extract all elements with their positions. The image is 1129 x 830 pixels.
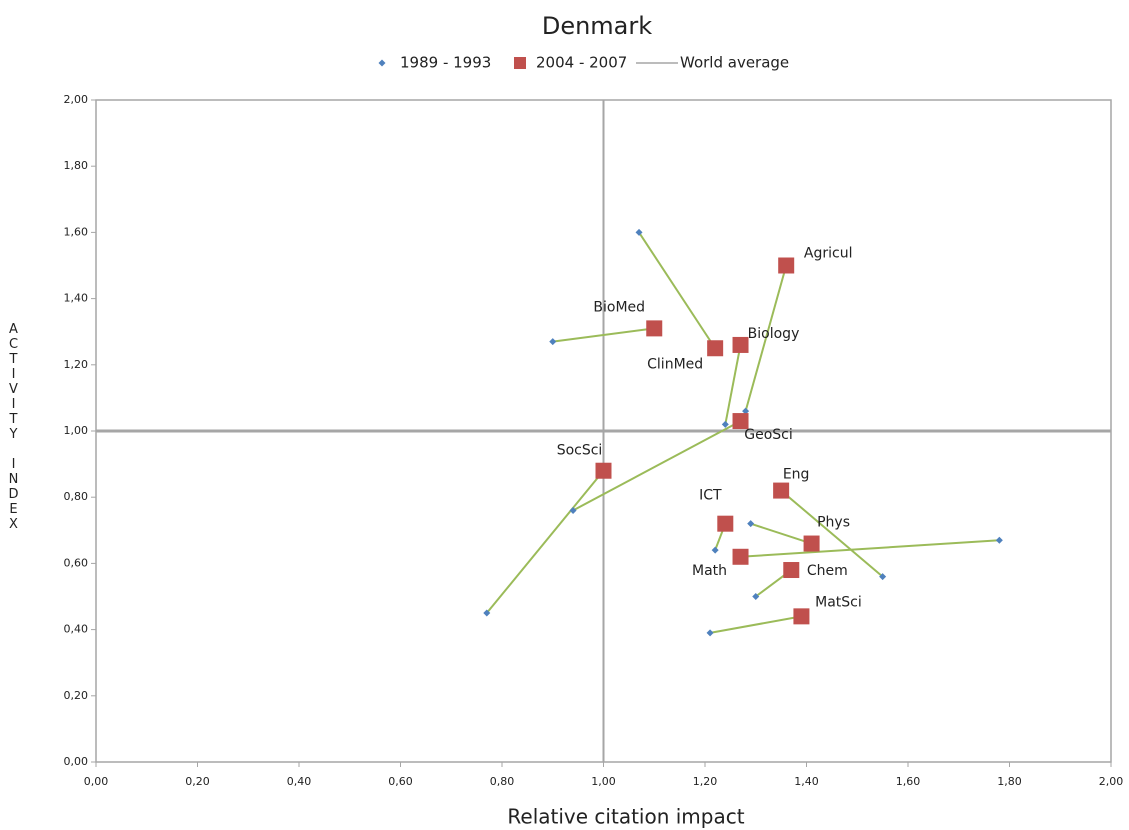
- x-tick-label: 1,60: [896, 775, 921, 788]
- point-label: Phys: [817, 515, 850, 531]
- point: [732, 413, 749, 430]
- y-tick-label: 2,00: [64, 93, 89, 106]
- point: [995, 536, 1003, 544]
- y-axis-title: ACTIVITY INDEX: [6, 322, 21, 532]
- y-tick-label: 0,80: [64, 490, 89, 503]
- x-tick-label: 0,80: [490, 775, 515, 788]
- y-tick-label: 0,60: [64, 556, 89, 569]
- y-tick-label: 0,00: [64, 755, 89, 768]
- point-label: Biology: [748, 326, 800, 342]
- connector: [572, 420, 741, 512]
- point: [879, 573, 887, 581]
- point-label: Math: [692, 563, 727, 579]
- point-label: ICT: [699, 488, 722, 504]
- connector: [486, 470, 605, 614]
- point: [721, 420, 729, 428]
- point: [635, 228, 643, 236]
- point-label: Chem: [807, 563, 848, 579]
- y-tick-label: 1,60: [64, 225, 89, 238]
- y-tick-label: 1,40: [64, 292, 89, 305]
- point: [742, 407, 750, 415]
- point: [707, 340, 724, 357]
- point-label: Agricul: [804, 246, 853, 262]
- point: [569, 506, 577, 514]
- point: [595, 462, 612, 479]
- y-tick-label: 1,20: [64, 358, 89, 371]
- connector: [780, 489, 884, 578]
- connector: [744, 265, 788, 412]
- point: [549, 338, 557, 346]
- legend-label: World average: [680, 54, 789, 72]
- legend-marker: [514, 57, 526, 69]
- point: [778, 257, 795, 274]
- point: [711, 546, 719, 554]
- point-label: BioMed: [593, 299, 645, 315]
- x-tick-label: 0,20: [185, 775, 210, 788]
- point-label: ClinMed: [647, 356, 703, 372]
- point: [732, 548, 749, 565]
- point: [706, 629, 714, 637]
- y-tick-label: 1,80: [64, 159, 89, 172]
- y-tick-label: 1,00: [64, 424, 89, 437]
- legend-label: 1989 - 1993: [400, 54, 491, 72]
- x-tick-label: 1,20: [693, 775, 718, 788]
- point: [717, 515, 734, 532]
- x-tick-label: 0,60: [388, 775, 413, 788]
- y-tick-label: 0,20: [64, 689, 89, 702]
- chart-title: Denmark: [542, 12, 652, 40]
- connector: [638, 231, 716, 349]
- x-tick-label: 1,80: [997, 775, 1022, 788]
- x-tick-label: 1,00: [591, 775, 616, 788]
- point: [793, 608, 810, 625]
- connector: [709, 615, 802, 634]
- point: [732, 336, 749, 353]
- connector: [740, 539, 1000, 558]
- point-label: GeoSci: [744, 427, 793, 443]
- connector: [750, 522, 812, 545]
- point-label: Eng: [783, 467, 810, 483]
- legend-label: 2004 - 2007: [536, 54, 627, 72]
- x-axis-title: Relative citation impact: [507, 805, 744, 829]
- x-tick-label: 1,40: [794, 775, 819, 788]
- x-tick-label: 0,40: [287, 775, 312, 788]
- legend-marker: [378, 59, 386, 67]
- point: [783, 562, 800, 579]
- point: [803, 535, 820, 552]
- point-label: SocSci: [557, 443, 603, 459]
- y-tick-label: 0,40: [64, 623, 89, 636]
- point: [752, 593, 760, 600]
- connector: [552, 327, 655, 343]
- point: [646, 320, 663, 337]
- x-tick-label: 0,00: [84, 775, 109, 788]
- point: [747, 520, 755, 528]
- point-label: MatSci: [815, 594, 862, 610]
- x-tick-label: 2,00: [1099, 775, 1124, 788]
- connector: [724, 344, 742, 425]
- point: [483, 609, 491, 617]
- point: [773, 482, 790, 499]
